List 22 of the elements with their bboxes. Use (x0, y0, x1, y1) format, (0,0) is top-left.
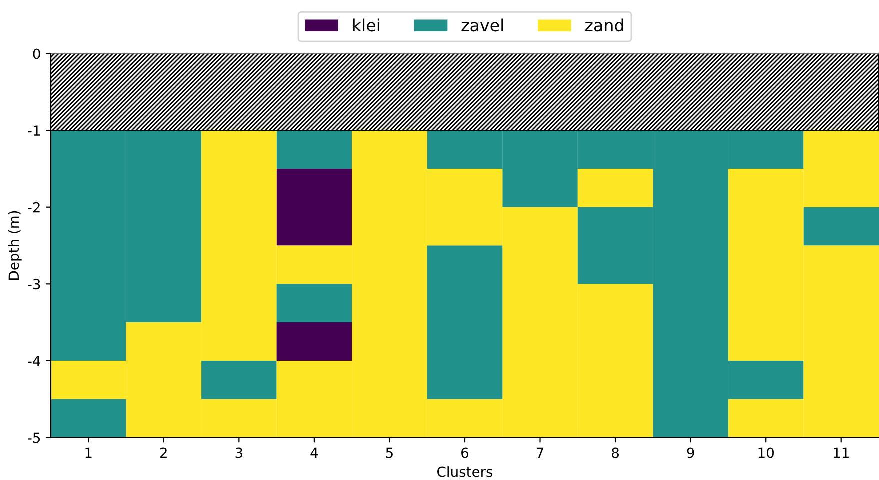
legend-label: klei (353, 18, 380, 32)
x-tick-label: 2 (160, 448, 167, 458)
x-tick-label: 9 (687, 448, 694, 458)
legend-label: zavel (462, 18, 504, 32)
legend-label: zand (585, 18, 624, 32)
x-tick-label: 1 (86, 448, 92, 458)
y-tick-label: 0 (33, 48, 40, 60)
x-tick-label: 8 (612, 448, 620, 458)
x-tick-label: 10 (758, 448, 774, 458)
x-tick-label: 5 (386, 448, 393, 458)
y-tick-label: -3 (28, 279, 40, 290)
x-tick-label: 4 (310, 448, 318, 458)
y-axis-title: Depth (m) (8, 211, 22, 280)
x-tick-label: 3 (236, 448, 242, 458)
x-tick-label: 11 (834, 448, 849, 458)
y-tick-label: -4 (28, 356, 40, 366)
y-tick-label: -1 (28, 126, 40, 136)
x-axis-title: Clusters (438, 466, 493, 478)
y-tick-label: -2 (28, 202, 40, 213)
y-tick-label: -5 (28, 432, 40, 444)
x-tick-label: 6 (462, 448, 469, 458)
x-tick-label: 7 (536, 448, 544, 458)
